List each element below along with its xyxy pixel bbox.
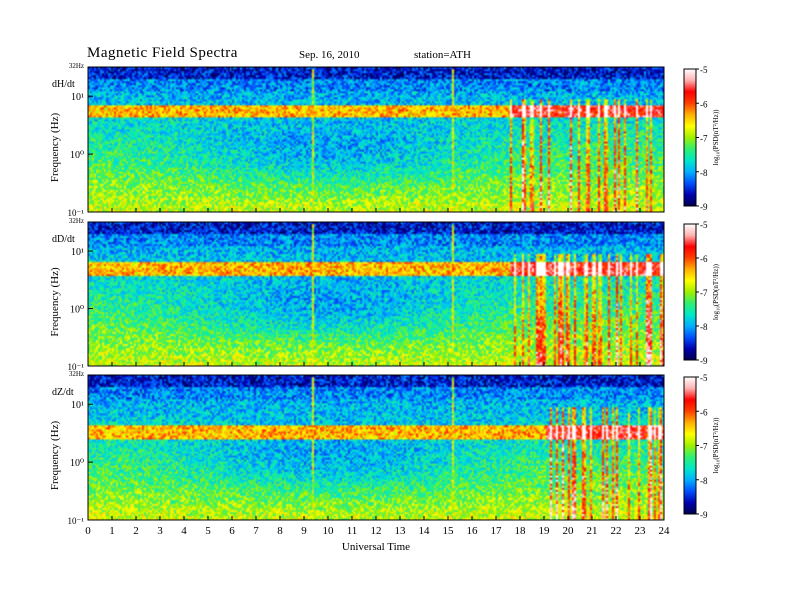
x-tick-label: 7 — [253, 525, 259, 537]
colorbar-tick-label: -8 — [700, 476, 708, 486]
x-tick-label: 18 — [515, 525, 527, 537]
x-tick-label: 22 — [611, 525, 622, 537]
colorbar-tick-label: -7 — [700, 442, 708, 452]
colorbar-tick-label: -7 — [700, 288, 708, 298]
x-tick-label: 15 — [443, 525, 455, 537]
y-axis-label: Frequency (Hz) — [49, 267, 61, 337]
x-tick-label: 13 — [395, 525, 407, 537]
chart-date: Sep. 16, 2010 — [299, 49, 360, 61]
y-tick-label: 10¹ — [71, 247, 84, 258]
x-tick-label: 9 — [301, 525, 307, 537]
y-tick-label: 10⁰ — [70, 305, 84, 316]
spectrogram-dzdt — [88, 375, 664, 520]
colorbar-label: log₁₀(PSD(nT²/Hz)) — [712, 263, 720, 320]
x-tick-label: 2 — [133, 525, 139, 537]
x-tick-label: 8 — [277, 525, 283, 537]
x-axis-label: Universal Time — [342, 541, 410, 553]
spectrogram-dhdt — [88, 67, 664, 212]
colorbar — [683, 68, 697, 207]
panel-label: dZ/dt — [52, 387, 74, 398]
colorbar-label: log₁₀(PSD(nT²/Hz)) — [712, 417, 720, 474]
colorbar — [683, 376, 697, 515]
colorbar-tick-label: -8 — [700, 168, 708, 178]
colorbar-tick-label: -9 — [700, 510, 708, 520]
x-tick-label: 16 — [467, 525, 479, 537]
x-tick-label: 12 — [371, 525, 382, 537]
panel-label: dH/dt — [52, 79, 75, 90]
colorbar-tick-label: -8 — [700, 322, 708, 332]
x-tick-label: 6 — [229, 525, 235, 537]
y-tick-label: 10⁻¹ — [68, 516, 85, 526]
colorbar-tick-label: -6 — [700, 407, 708, 417]
x-tick-label: 0 — [85, 525, 91, 537]
colorbar-label: log₁₀(PSD(nT²/Hz)) — [712, 109, 720, 166]
colorbar-tick-label: -9 — [700, 356, 708, 366]
colorbar-tick-label: -6 — [700, 254, 708, 264]
y-tick-label: 10¹ — [71, 92, 84, 103]
x-tick-label: 20 — [563, 525, 575, 537]
y-axis-label: Frequency (Hz) — [49, 421, 61, 491]
x-tick-label: 23 — [635, 525, 647, 537]
x-tick-label: 5 — [205, 525, 211, 537]
y-tick-label: 10⁰ — [70, 458, 84, 469]
x-tick-label: 11 — [347, 525, 358, 537]
y-tick-label: 10⁻¹ — [68, 208, 85, 218]
colorbar-tick-label: -6 — [700, 99, 708, 109]
x-tick-label: 17 — [491, 525, 503, 537]
panel-label: dD/dt — [52, 234, 75, 245]
x-tick-label: 4 — [181, 525, 187, 537]
x-tick-label: 1 — [109, 525, 115, 537]
y-tick-label: 10¹ — [71, 400, 84, 411]
x-tick-label: 14 — [419, 525, 431, 537]
spectrogram-dddt — [88, 222, 664, 366]
x-tick-label: 3 — [157, 525, 163, 537]
x-tick-label: 19 — [539, 525, 551, 537]
colorbar-tick-label: -5 — [700, 220, 708, 230]
colorbar-tick-label: -5 — [700, 373, 708, 383]
y-top-label: 32Hz — [69, 62, 84, 70]
colorbar-tick-label: -5 — [700, 65, 708, 75]
x-tick-label: 24 — [659, 525, 671, 537]
y-tick-label: 10⁰ — [70, 150, 84, 161]
y-tick-label: 10⁻¹ — [68, 362, 85, 372]
y-axis-label: Frequency (Hz) — [49, 113, 61, 183]
colorbar-tick-label: -9 — [700, 202, 708, 212]
chart-title: Magnetic Field Spectra — [87, 45, 238, 61]
x-tick-label: 10 — [323, 525, 335, 537]
colorbar-tick-label: -7 — [700, 134, 708, 144]
x-tick-label: 21 — [587, 525, 598, 537]
station-label: station=ATH — [414, 49, 471, 61]
y-top-label: 32Hz — [69, 370, 84, 378]
y-top-label: 32Hz — [69, 217, 84, 225]
colorbar — [683, 223, 697, 361]
